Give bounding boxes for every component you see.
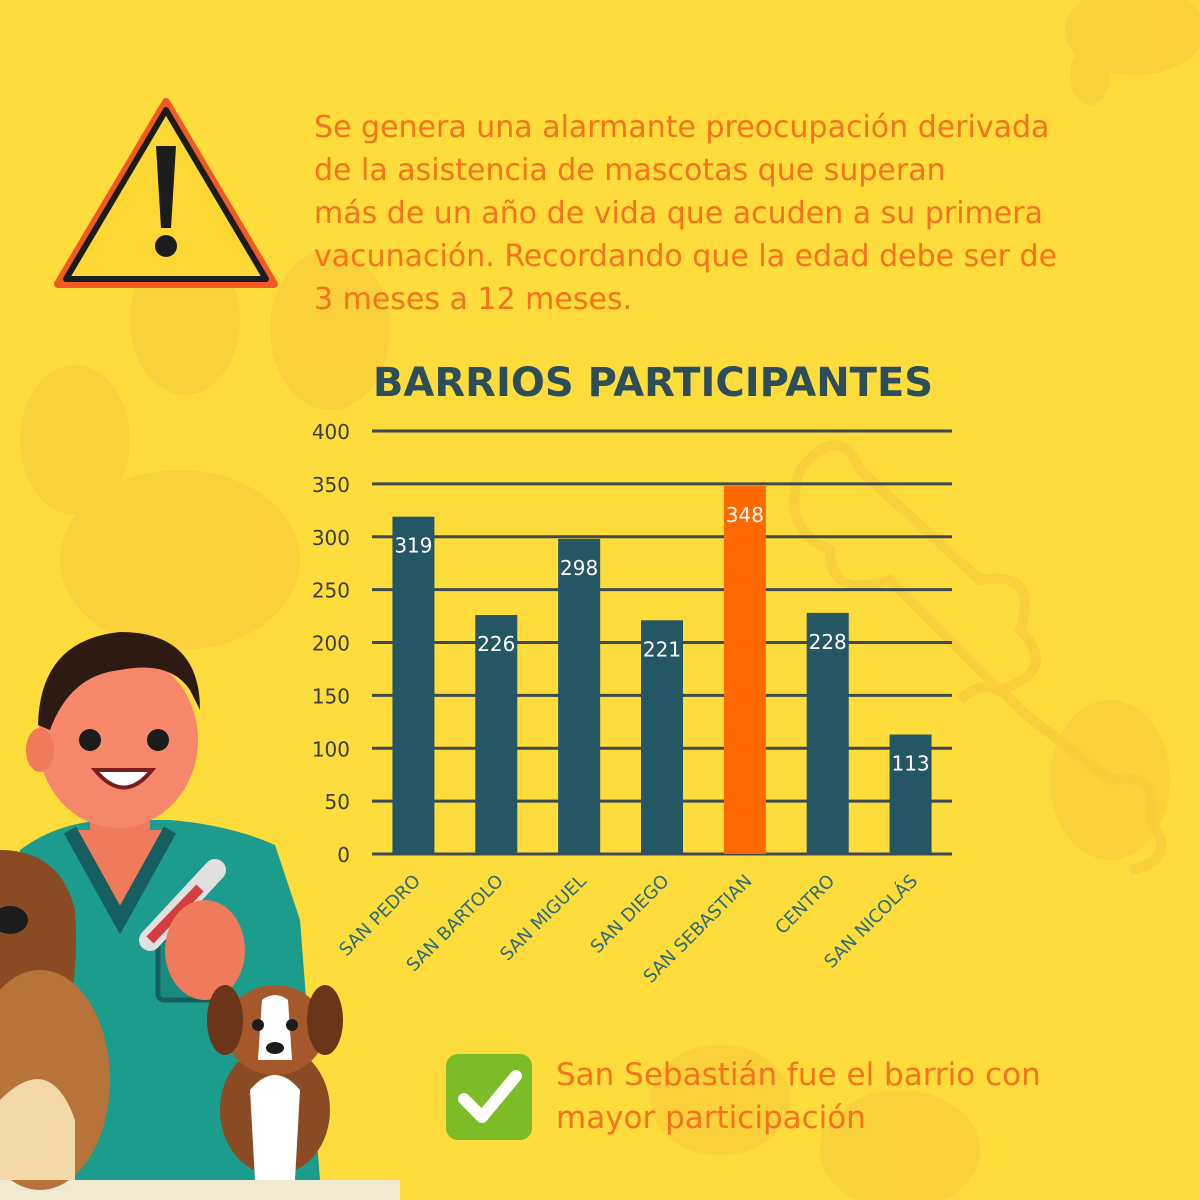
bar-value-label: 221 [643,637,681,661]
veterinarian-illustration [0,632,400,1200]
intro-line: 3 meses a 12 meses. [314,282,633,317]
bar-value-label: 319 [394,534,432,558]
bar [806,612,849,854]
intro-line: más de un año de vida que acuden a su pr… [314,196,1043,231]
y-tick-label: 300 [312,526,350,550]
y-tick-label: 150 [312,684,350,708]
bar-value-label: 348 [726,503,764,527]
bar [723,485,766,854]
bar [475,615,518,854]
warning-triangle-icon [54,98,278,288]
bar-value-label: 228 [809,630,847,654]
y-tick-label: 400 [312,420,350,444]
intro-line: vacunación. Recordando que la edad debe … [314,239,1058,274]
y-tick-label: 0 [337,843,350,867]
y-tick-label: 100 [312,737,350,761]
conclusion-text: San Sebastián fue el barrio con mayor pa… [556,1054,1156,1140]
bar-value-label: 226 [477,632,515,656]
chart-title: BARRIOS PARTICIPANTES [373,360,933,406]
bar-value-label: 298 [560,556,598,580]
bar-value-label: 113 [891,752,929,776]
check-mark-icon [446,1054,532,1140]
conclusion-line: mayor participación [556,1100,866,1136]
category-label: SAN MIGUEL [496,871,590,965]
conclusion-line: San Sebastián fue el barrio con [556,1057,1041,1093]
bar [392,516,435,854]
bar [641,620,683,854]
chart-bars: 319 226 298 221 348 228 113 [392,485,932,854]
y-axis-ticks: 0 50 100 150 200 250 300 350 400 [312,420,350,867]
y-tick-label: 200 [312,632,350,656]
y-tick-label: 250 [312,579,350,603]
category-label: SAN DIEGO [587,871,674,958]
intro-paragraph: Se genera una alarmante preocupación der… [314,106,1174,321]
y-tick-label: 50 [325,790,350,814]
category-label: CENTRO [771,871,839,939]
intro-line: de la asistencia de mascotas que superan [314,153,946,188]
y-tick-label: 350 [312,473,350,497]
bar [558,538,601,854]
intro-line: Se genera una alarmante preocupación der… [314,110,1050,145]
bar [889,734,932,854]
